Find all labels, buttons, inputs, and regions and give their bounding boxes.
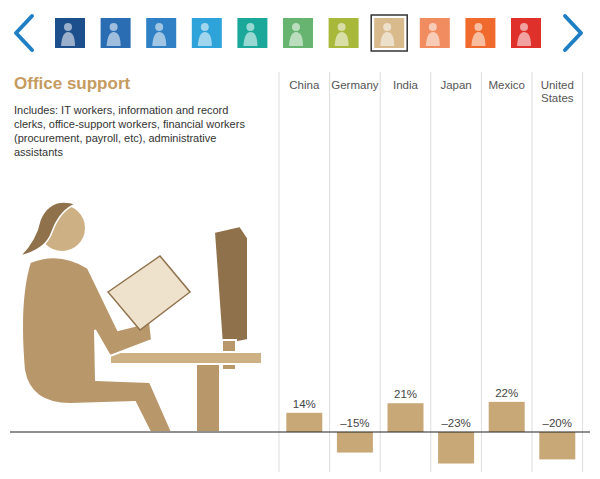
column-separator: [582, 72, 583, 472]
category-labels: China Germany India Japan Mexico UnitedStates: [289, 79, 574, 104]
category-label: Germany: [331, 79, 379, 91]
nav-icon-figure: [289, 32, 303, 46]
subtitle: Includes: IT workers, information and re…: [14, 104, 245, 158]
nav-icon-box: [55, 18, 85, 48]
bars: [286, 402, 575, 464]
nav-icon[interactable]: [371, 15, 407, 51]
column-separator: [532, 72, 533, 472]
column-separator: [279, 72, 280, 472]
nav-icon-figure: [155, 23, 163, 31]
illustration-hair: [20, 202, 76, 256]
category-label: Mexico: [488, 79, 524, 91]
illustration: [20, 202, 262, 432]
nav-icon[interactable]: [55, 18, 85, 48]
nav-icon-box: [465, 18, 495, 48]
nav-icon-figure: [426, 32, 440, 46]
nav-icon-figure: [243, 32, 257, 46]
bar: [286, 413, 322, 432]
next-arrow[interactable]: [565, 16, 581, 50]
data-label: 22%: [495, 387, 518, 399]
nav-icon-figure: [474, 23, 482, 31]
nav-icon-box: [420, 18, 450, 48]
illustration-monitor: [214, 226, 248, 345]
nav-icon-figure: [61, 32, 75, 46]
nav-icon[interactable]: [101, 18, 131, 48]
illustration-desk: [110, 352, 262, 364]
title: Office support: [14, 74, 131, 93]
previous-arrow[interactable]: [16, 16, 32, 50]
data-label: –15%: [340, 417, 369, 429]
nav-icon-figure: [429, 23, 437, 31]
bar: [489, 402, 525, 432]
column-separator: [430, 72, 431, 472]
nav-icon-box: [101, 18, 131, 48]
nav-icon-figure: [152, 32, 166, 46]
category-label: Japan: [440, 79, 471, 91]
nav-icon-figure: [198, 32, 212, 46]
nav-icon-box: [237, 18, 267, 48]
nav-icon[interactable]: [465, 18, 495, 48]
nav-icon-figure: [517, 32, 531, 46]
illustration-desk-leg: [196, 364, 220, 432]
data-label: 14%: [293, 398, 316, 410]
illustration-paper: [108, 256, 190, 330]
category-label: India: [393, 79, 419, 91]
nav-icon[interactable]: [237, 18, 267, 48]
nav-icon-figure: [471, 32, 485, 46]
category-label: UnitedStates: [541, 79, 574, 104]
column-separator: [481, 72, 482, 472]
nav-icon-selected: [371, 15, 407, 51]
nav-icon-box: [511, 18, 541, 48]
nav-icon[interactable]: [511, 18, 541, 48]
navigation: [16, 15, 581, 51]
nav-icon-figure: [246, 23, 254, 31]
nav-icon-figure: [110, 23, 118, 31]
bar: [337, 432, 373, 453]
category-label: China: [289, 79, 320, 91]
nav-icon-figure: [520, 23, 528, 31]
nav-icon[interactable]: [283, 18, 313, 48]
nav-icon[interactable]: [146, 18, 176, 48]
bar: [388, 403, 424, 432]
nav-icon[interactable]: [192, 18, 222, 48]
nav-icon-figure: [292, 23, 300, 31]
nav-icon-figure: [380, 32, 394, 46]
nav-icon-box: [374, 18, 404, 48]
nav-icon[interactable]: [420, 18, 450, 48]
data-label: –23%: [441, 417, 470, 429]
bar: [438, 432, 474, 464]
column-separator: [329, 72, 330, 472]
nav-icon-box: [283, 18, 313, 48]
column-separators: [279, 72, 583, 472]
nav-icon-figure: [107, 32, 121, 46]
nav-icon-box: [329, 18, 359, 48]
nav-icon-figure: [383, 23, 391, 31]
column-separator: [380, 72, 381, 472]
data-labels: 14% –15% 21% –23% 22% –20%: [293, 387, 572, 429]
nav-icon-figure: [64, 23, 72, 31]
nav-icon-box: [192, 18, 222, 48]
nav-icon-box: [146, 18, 176, 48]
nav-icon-figure: [338, 23, 346, 31]
baseline: [10, 431, 590, 432]
nav-icon-figure: [335, 32, 349, 46]
bar: [539, 432, 575, 459]
data-label: –20%: [543, 417, 572, 429]
chart: Office support Includes: IT workers, info…: [0, 0, 600, 479]
nav-icon[interactable]: [329, 18, 359, 48]
nav-icon-figure: [201, 23, 209, 31]
data-label: 21%: [394, 388, 417, 400]
